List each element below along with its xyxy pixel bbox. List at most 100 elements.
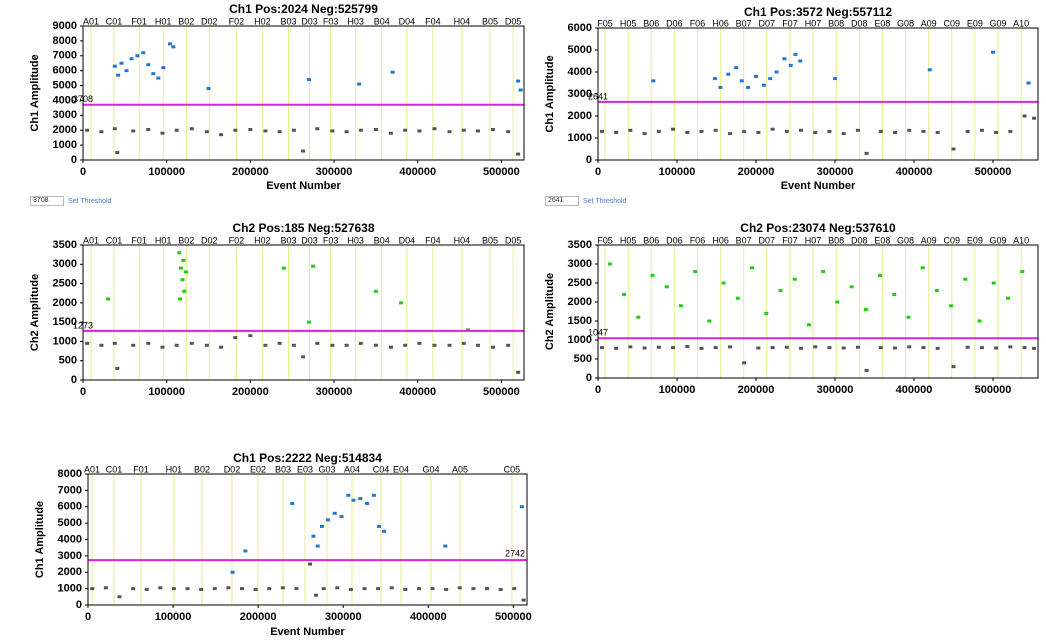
chart-title: Ch1 Pos:3572 Neg:557112 <box>744 5 892 19</box>
x-tick-label: 500000 <box>495 611 532 623</box>
threshold-input[interactable]: 2641 <box>545 196 579 206</box>
well-label: B06 <box>643 18 659 28</box>
well-label: A09 <box>921 18 937 28</box>
x-tick-label: 0 <box>80 386 86 398</box>
droplet <box>390 70 395 74</box>
droplet <box>892 292 897 296</box>
droplet <box>267 587 272 591</box>
droplet <box>951 365 956 369</box>
y-tick-label: 5000 <box>53 79 77 91</box>
droplet <box>253 587 258 591</box>
droplet <box>921 129 926 133</box>
well-label: H02 <box>254 16 271 26</box>
droplet <box>339 515 344 519</box>
droplet <box>151 72 156 76</box>
droplet <box>301 355 306 359</box>
droplet <box>233 128 238 132</box>
droplet <box>156 76 161 80</box>
droplet <box>332 511 337 515</box>
plot-frame <box>82 25 525 161</box>
x-tick-label: 0 <box>595 166 601 178</box>
chart-title: Ch1 Pos:2222 Neg:514834 <box>233 451 382 465</box>
well-label: F04 <box>425 235 441 245</box>
threshold-label: 2742 <box>505 548 525 558</box>
droplet <box>784 129 789 133</box>
well-label: B07 <box>736 18 752 28</box>
x-tick-label: 300000 <box>817 166 854 178</box>
droplet <box>281 266 286 270</box>
droplet <box>518 88 523 92</box>
droplet <box>671 346 676 350</box>
y-tick-label: 2000 <box>53 124 77 136</box>
droplet <box>827 346 832 350</box>
plot-area <box>83 26 524 160</box>
y-tick-label: 2000 <box>568 110 592 122</box>
droplet <box>348 587 353 591</box>
droplet <box>430 587 435 591</box>
well-label: F01 <box>131 235 147 245</box>
droplet <box>325 518 330 522</box>
well-label: F05 <box>597 18 613 28</box>
droplet <box>233 336 238 340</box>
droplet <box>417 129 422 133</box>
well-label: H01 <box>166 464 183 474</box>
droplet <box>599 129 604 133</box>
droplet <box>351 498 356 502</box>
y-tick-label: 0 <box>71 154 77 166</box>
set-threshold-button[interactable]: Set Threshold <box>68 197 112 205</box>
well-label: B03 <box>281 235 297 245</box>
y-tick-label: 8000 <box>58 468 82 480</box>
well-label: D07 <box>759 235 776 245</box>
x-tick-label: 400000 <box>896 166 933 178</box>
droplet <box>994 346 999 350</box>
x-axis-label: Event Number <box>266 180 341 192</box>
well-label: G09 <box>989 235 1006 245</box>
well-label: C01 <box>106 464 123 474</box>
droplet <box>465 328 470 332</box>
droplet <box>416 587 421 591</box>
droplet <box>178 297 183 301</box>
droplet <box>734 66 739 70</box>
droplet <box>636 315 641 319</box>
droplet <box>707 319 712 323</box>
well-label: F02 <box>229 235 245 245</box>
droplet <box>398 301 403 305</box>
droplet <box>314 593 319 597</box>
droplet <box>735 296 740 300</box>
droplet <box>806 323 811 327</box>
droplet <box>116 73 121 77</box>
well-label: H04 <box>454 16 471 26</box>
droplet <box>204 343 209 347</box>
droplet <box>756 131 761 134</box>
droplet <box>131 343 136 347</box>
droplet <box>774 70 779 74</box>
droplet <box>146 63 151 67</box>
y-axis-label: Ch2 Amplitude <box>544 273 556 350</box>
well-label: G08 <box>897 18 914 28</box>
well-label: D06 <box>666 235 683 245</box>
droplet <box>141 51 146 55</box>
well-label: D04 <box>399 235 416 245</box>
droplet <box>185 587 190 591</box>
well-label: H06 <box>712 235 729 245</box>
set-threshold-button[interactable]: Set Threshold <box>583 197 627 205</box>
droplet <box>103 586 108 590</box>
x-tick-label: 200000 <box>240 611 277 623</box>
droplet <box>376 524 381 528</box>
droplet <box>189 127 194 131</box>
droplet <box>85 341 90 345</box>
x-axis-label: Event Number <box>270 626 345 638</box>
x-tick-label: 500000 <box>975 384 1012 396</box>
well-label: C05 <box>504 464 521 474</box>
droplet <box>344 343 349 347</box>
droplet <box>855 345 860 349</box>
droplet <box>951 147 956 151</box>
droplet <box>112 64 117 68</box>
x-tick-label: 400000 <box>399 386 436 398</box>
droplet <box>243 549 248 553</box>
droplet <box>106 297 111 301</box>
threshold-input[interactable]: 3708 <box>30 196 64 206</box>
well-label: B06 <box>643 235 659 245</box>
well-label: D07 <box>759 18 776 28</box>
droplet <box>878 129 883 133</box>
